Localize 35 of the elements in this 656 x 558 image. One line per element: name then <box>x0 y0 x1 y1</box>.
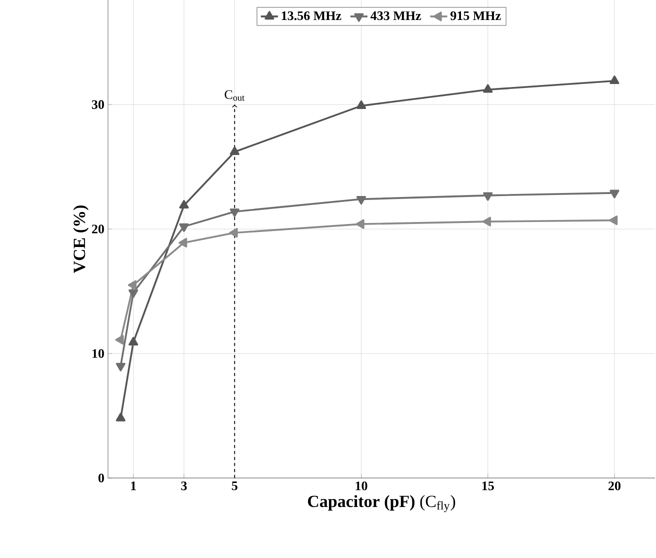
point <box>482 216 492 226</box>
point <box>483 84 493 93</box>
point <box>230 146 240 156</box>
point <box>179 200 189 209</box>
y-axis-title: VCE (%) <box>73 206 89 274</box>
point <box>116 362 126 372</box>
y-tick-label: 0 <box>98 474 104 482</box>
point <box>356 100 366 109</box>
x-tick-label: 5 <box>232 482 238 490</box>
point <box>229 228 238 238</box>
point <box>610 76 620 84</box>
x-tick-label: 3 <box>181 482 187 490</box>
legend-label: 13.56 MHz <box>282 11 342 20</box>
x-tick-label: 10 <box>356 482 368 490</box>
legend-label: 915 MHz <box>450 11 501 20</box>
legend-label: 433 MHz <box>370 11 421 20</box>
point <box>128 289 138 298</box>
point <box>483 192 493 201</box>
point <box>609 216 618 226</box>
point <box>356 219 364 229</box>
y-tick-label: 20 <box>92 224 104 234</box>
point <box>230 208 240 218</box>
x-tick-label: 1 <box>131 482 136 490</box>
y-tick-label: 10 <box>92 349 104 358</box>
x-tick-label: 20 <box>608 482 620 490</box>
point <box>115 335 124 345</box>
point <box>178 238 188 248</box>
point <box>128 280 136 290</box>
point <box>610 190 620 198</box>
x-axis-title: Capacitor (pF) (C$_{fly}$) <box>308 495 456 512</box>
y-tick-label: 30 <box>92 100 104 109</box>
point <box>356 196 366 205</box>
point <box>179 223 189 232</box>
ref-line-label: C$_{out}$ <box>224 90 244 101</box>
x-tick-label: 15 <box>482 482 494 490</box>
